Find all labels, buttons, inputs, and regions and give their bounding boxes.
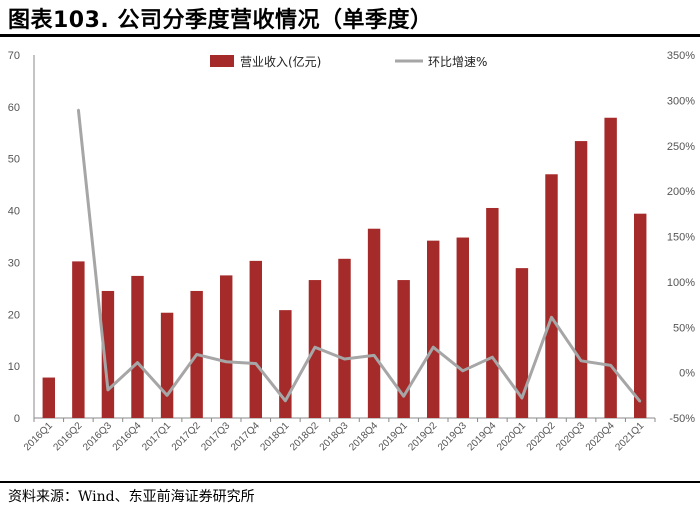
revenue-bar — [634, 213, 647, 418]
revenue-bar — [604, 117, 617, 419]
right-tick-label: 50% — [673, 322, 695, 334]
growth-point — [639, 400, 642, 403]
growth-point — [402, 395, 405, 398]
revenue-bar — [456, 237, 469, 418]
growth-point — [284, 399, 287, 402]
revenue-bar — [160, 312, 174, 418]
growth-point — [166, 394, 168, 397]
growth-point — [461, 370, 464, 372]
growth-point — [609, 364, 612, 367]
revenue-bar — [574, 141, 588, 418]
left-tick-label: 50 — [8, 154, 20, 166]
x-tick-label: 2020Q4 — [584, 420, 617, 453]
legend: 营业收入(亿元) 环比增速% — [210, 54, 487, 69]
right-tick-label: 200% — [667, 186, 695, 198]
revenue-bar — [42, 377, 55, 418]
revenue-bar — [545, 174, 558, 418]
x-tick-label: 2021Q1 — [613, 420, 646, 453]
revenue-bar — [338, 258, 351, 418]
right-tick-label: -50% — [669, 413, 695, 425]
growth-point — [491, 356, 494, 358]
left-tick-label: 20 — [8, 309, 20, 321]
growth-point — [521, 397, 523, 399]
source-rule — [0, 481, 700, 483]
growth-point — [254, 362, 257, 365]
revenue-bar — [131, 275, 144, 418]
x-tick-label: 2020Q2 — [525, 420, 558, 453]
x-tick-label: 2017Q3 — [199, 420, 232, 453]
x-tick-label: 2017Q2 — [170, 420, 203, 453]
growth-line — [76, 109, 642, 403]
title-rule — [0, 34, 700, 37]
revenue-bar — [72, 261, 85, 418]
right-tick-label: 350% — [667, 50, 695, 62]
x-tick-label: 2019Q4 — [466, 420, 499, 453]
left-tick-label: 0 — [14, 413, 20, 425]
growth-point — [77, 108, 80, 111]
x-tick-label: 2017Q4 — [229, 420, 262, 453]
growth-point — [580, 360, 582, 362]
revenue-bar — [220, 275, 233, 418]
growth-point — [136, 361, 139, 364]
growth-point — [195, 353, 198, 356]
growth-point — [225, 360, 228, 363]
x-tick-label: 2017Q1 — [140, 420, 173, 453]
right-tick-label: 0% — [679, 368, 695, 380]
growth-point — [314, 346, 316, 349]
x-tick-label: 2019Q2 — [406, 420, 439, 453]
figure-title: 图表103. 公司分季度营收情况（单季度） — [8, 8, 433, 33]
left-tick-label: 40 — [8, 206, 20, 218]
x-tick-label: 2018Q2 — [288, 420, 321, 453]
left-tick-label: 10 — [8, 361, 20, 373]
x-tick-label: 2016Q1 — [22, 420, 55, 453]
legend-label-revenue: 营业收入(亿元) — [240, 54, 321, 69]
bar-series — [42, 117, 647, 419]
x-tick-label: 2016Q3 — [81, 420, 114, 453]
left-tick-label: 70 — [8, 50, 20, 62]
legend-label-growth: 环比增速% — [428, 55, 487, 69]
growth-point — [550, 316, 553, 319]
x-tick-label: 2018Q3 — [318, 420, 351, 453]
growth-point — [107, 389, 109, 391]
growth-point — [343, 358, 346, 360]
x-tick-label: 2018Q1 — [259, 420, 292, 453]
right-tick-label: 150% — [667, 232, 695, 244]
revenue-bar — [427, 240, 440, 418]
x-tick-label: 2016Q2 — [52, 420, 85, 453]
x-tick-label: 2019Q3 — [436, 420, 469, 453]
left-tick-label: 60 — [8, 102, 20, 114]
x-tick-label: 2016Q4 — [111, 420, 144, 453]
revenue-bar — [397, 280, 410, 418]
x-tick-label: 2020Q1 — [495, 420, 528, 453]
x-tick-label: 2020Q3 — [554, 420, 587, 453]
source-note: 资料来源：Wind、东亚前海证券研究所 — [8, 489, 255, 505]
revenue-bar — [367, 228, 381, 418]
left-tick-label: 30 — [8, 257, 20, 269]
revenue-bar — [279, 310, 292, 418]
revenue-bar — [515, 268, 529, 418]
chart: 0 10 20 30 40 50 60 70 -50% 0% 50% 100% 150% 200% 250%… — [8, 50, 695, 453]
x-tick-label: 2019Q1 — [377, 420, 410, 453]
growth-point — [432, 346, 435, 349]
legend-swatch-revenue — [210, 55, 234, 67]
x-tick-label: 2018Q4 — [347, 420, 380, 453]
right-tick-label: 250% — [667, 141, 695, 153]
right-tick-label: 300% — [667, 95, 695, 107]
line-series — [76, 108, 642, 403]
growth-point — [373, 354, 375, 357]
revenue-bar — [249, 260, 262, 418]
right-tick-label: 100% — [667, 277, 695, 289]
revenue-bar — [486, 207, 499, 418]
